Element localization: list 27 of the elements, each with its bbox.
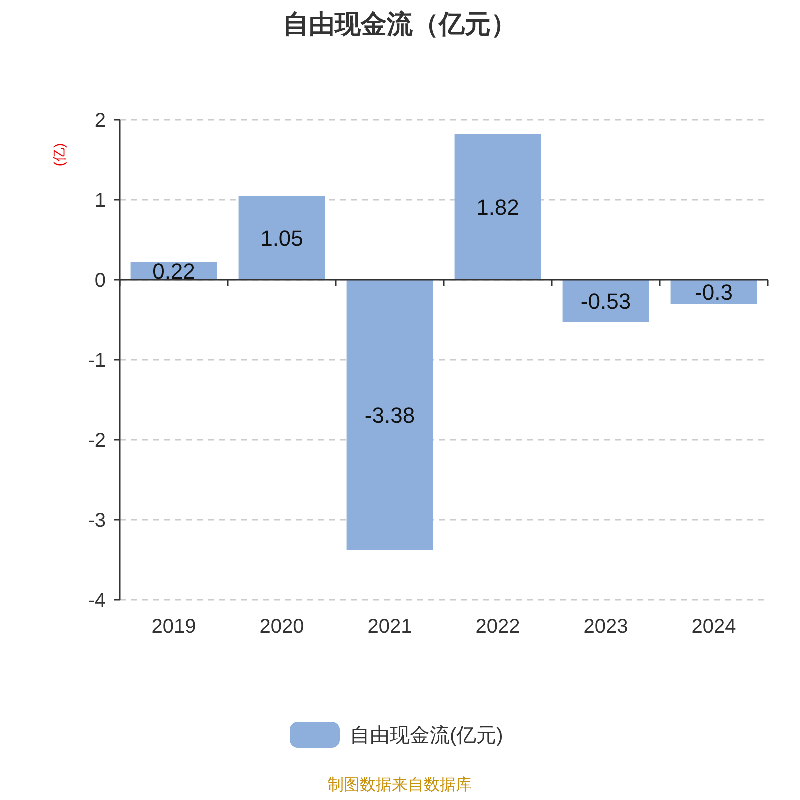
- legend-label: 自由现金流(亿元): [350, 725, 504, 747]
- y-axis-title: (亿): [51, 143, 67, 167]
- text: 制图数据来自数据库: [328, 776, 472, 794]
- bar: [454, 134, 542, 280]
- bar: [562, 280, 650, 322]
- x-tick-label: 2022: [476, 616, 520, 638]
- x-tick-label: 2024: [692, 616, 736, 638]
- bar: [238, 196, 326, 280]
- data-label: 1.82: [476, 195, 520, 220]
- y-tick-label: -2: [88, 430, 106, 452]
- x-tick-label: 2021: [368, 616, 412, 638]
- data-label: 1.05: [260, 226, 304, 251]
- data-label: -0.3: [695, 280, 733, 305]
- x-tick-label: 2023: [584, 616, 628, 638]
- x-tick-label: 2019: [152, 616, 196, 638]
- data-label: -0.53: [580, 289, 632, 314]
- y-tick-label: -4: [88, 590, 106, 612]
- y-tick-label: 1: [94, 190, 106, 212]
- data-label: -3.38: [364, 403, 416, 428]
- y-tick-label: -1: [88, 350, 106, 372]
- y-tick-label: -3: [88, 510, 106, 532]
- y-tick-label: 0: [94, 270, 106, 292]
- chart-title: 自由现金流（亿元）: [283, 9, 517, 39]
- data-label: 0.22: [152, 259, 196, 284]
- x-tick-label: 2020: [260, 616, 304, 638]
- bar: [346, 280, 434, 550]
- y-tick-label: 2: [94, 110, 106, 132]
